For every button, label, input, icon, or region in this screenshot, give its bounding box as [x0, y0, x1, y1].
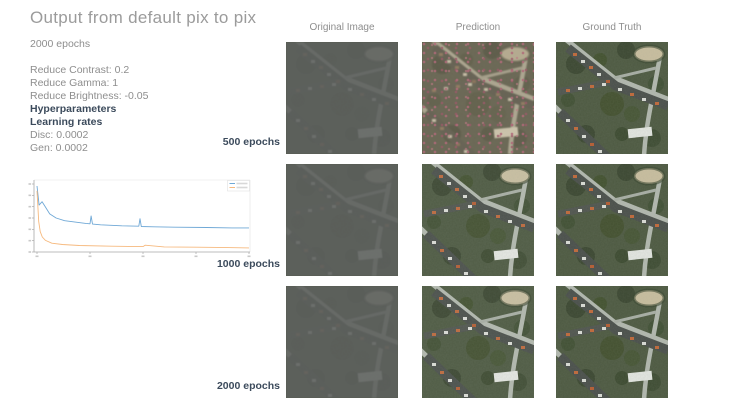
gen-learning-rate: Gen: 0.0002 [30, 142, 88, 154]
original-image-500-epochs [286, 42, 398, 154]
column-header-original-image: Original Image [309, 22, 375, 33]
ground-truth-image-1000-epochs [556, 164, 668, 276]
results-row-2000-epochs: 2000 epochs [0, 286, 730, 398]
original-image-2000-epochs [286, 286, 398, 398]
reduce-brightness-line: Reduce Brightness: -0.05 [30, 90, 149, 102]
reduce-gamma-line: Reduce Gamma: 1 [30, 77, 119, 89]
ground-truth-image-500-epochs [556, 42, 668, 154]
hyperparameters-heading: Hyperparameters [30, 103, 117, 115]
prediction-image-1000-epochs [422, 164, 534, 276]
results-row-500-epochs: 500 epochs [0, 42, 730, 154]
row-label-2000-epochs: 2000 epochs [216, 380, 280, 392]
prediction-image-500-epochs [422, 42, 534, 154]
epochs-subtitle: 2000 epochs [30, 38, 91, 50]
reduce-contrast-line: Reduce Contrast: 0.2 [30, 64, 130, 76]
loss-chart [28, 178, 252, 264]
prediction-image-2000-epochs [422, 286, 534, 398]
learning-rates-heading: Learning rates [30, 116, 103, 128]
original-image-1000-epochs [286, 164, 398, 276]
loss-chart-canvas [28, 179, 251, 258]
disc-learning-rate: Disc: 0.0002 [30, 129, 89, 141]
page-title: Output from default pix to pix [30, 8, 257, 27]
results-row-1000-epochs: 1000 epochs [0, 164, 730, 276]
column-header-prediction: Prediction [455, 22, 501, 33]
ground-truth-image-2000-epochs [556, 286, 668, 398]
gan-noise-overlay [422, 42, 534, 154]
row-label-500-epochs: 500 epochs [222, 136, 280, 148]
column-header-ground-truth: Ground Truth [582, 22, 642, 33]
row-label-1000-epochs: 1000 epochs [216, 258, 280, 270]
hyperparameter-panel: Reduce Contrast: 0.2 Reduce Gamma: 1 Red… [30, 64, 148, 155]
